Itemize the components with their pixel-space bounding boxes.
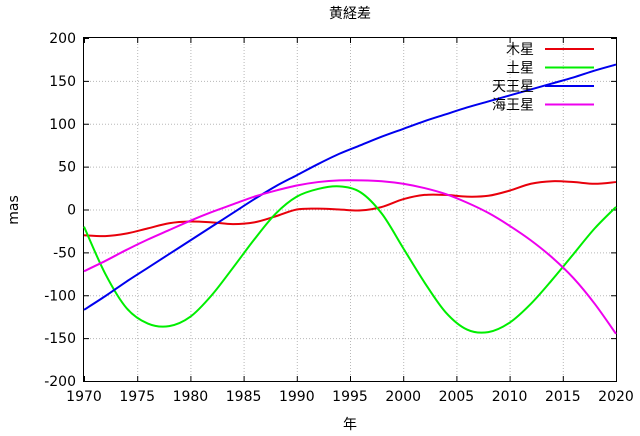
x-tick-label: 2015 — [545, 389, 581, 405]
x-tick-label: 1980 — [173, 389, 209, 405]
legend-label-2: 土星 — [506, 61, 534, 77]
x-axis-label: 年 — [343, 417, 357, 433]
y-axis-label: mas — [6, 195, 22, 225]
y-tick-label: -150 — [44, 331, 76, 347]
series — [83, 63, 617, 335]
y-tick-label: -200 — [44, 374, 76, 390]
y-tick-label: 0 — [67, 203, 76, 219]
axis-ticks: 1970 1975 1980 1985 1990 1995 2000 2005 2010 2015… — [44, 31, 634, 405]
series-line-1 — [83, 180, 617, 238]
x-tick-label: 2005 — [439, 389, 475, 405]
legend-label-4: 海王星 — [492, 98, 534, 114]
plot-frame — [83, 37, 617, 382]
x-tick-label: 1995 — [332, 389, 368, 405]
x-tick-label: 2020 — [598, 389, 634, 405]
x-tick-label: 1975 — [119, 389, 155, 405]
x-tick-label: 2000 — [385, 389, 421, 405]
y-tick-label: -100 — [44, 288, 76, 304]
chart-title: 黄経差 — [329, 5, 371, 22]
series-line-4 — [83, 179, 617, 335]
series-line-2 — [83, 185, 617, 334]
y-tick-label: 50 — [58, 160, 76, 176]
x-tick-label: 1985 — [226, 389, 262, 405]
x-tick-label: 1990 — [279, 389, 315, 405]
series-line-3 — [83, 63, 617, 311]
legend-label-1: 木星 — [506, 42, 534, 58]
y-tick-label: -50 — [53, 245, 76, 261]
legend-label-3: 天王星 — [492, 79, 534, 95]
x-tick-label: 1970 — [66, 389, 102, 405]
x-tick-label: 2010 — [492, 389, 528, 405]
y-tick-label: 150 — [49, 74, 76, 90]
y-tick-label: 100 — [49, 117, 76, 133]
y-tick-label: 200 — [49, 31, 76, 47]
